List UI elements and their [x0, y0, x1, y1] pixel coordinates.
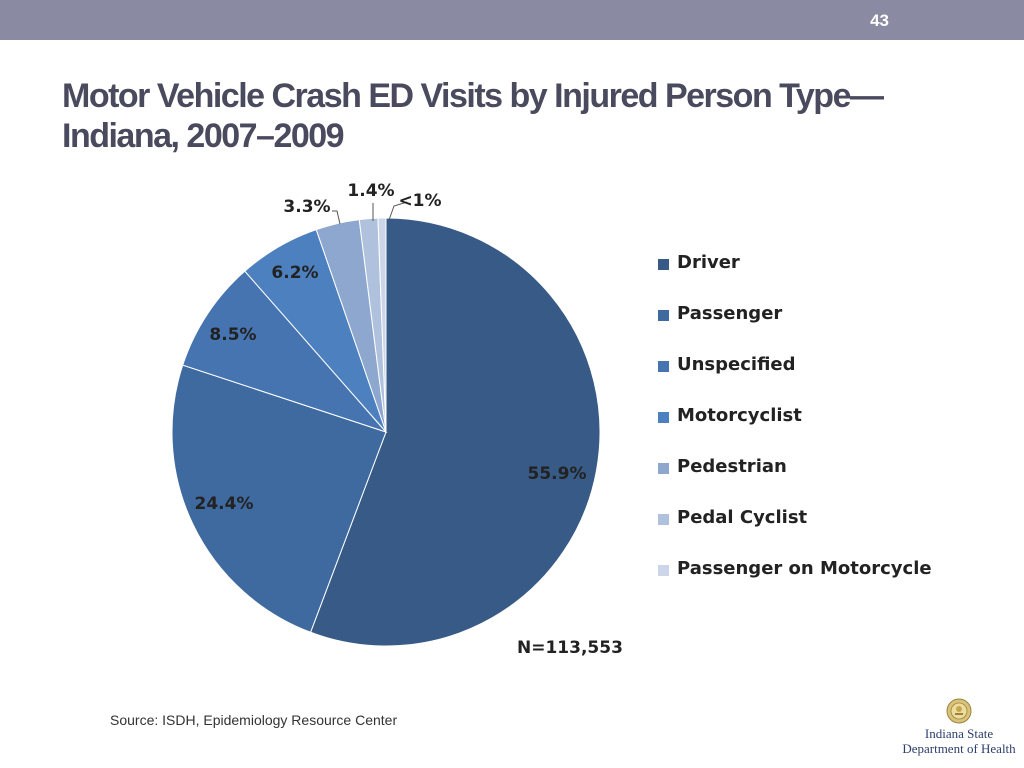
- legend-label: Pedal Cyclist: [677, 507, 808, 528]
- legend-label: Passenger on Motorcycle: [677, 558, 932, 579]
- legend-swatch: [658, 514, 669, 525]
- data-label-driver: 55.9%: [528, 464, 587, 484]
- legend-swatch: [658, 259, 669, 270]
- data-label-passenger-on-motorcycle: <1%: [398, 191, 441, 211]
- logo-text-line1: Indiana State: [924, 726, 994, 741]
- top-bar: 43: [0, 0, 1024, 40]
- legend-swatch: [658, 310, 669, 321]
- data-label-passenger: 24.4%: [195, 494, 254, 514]
- legend-label: Unspecified: [677, 354, 796, 375]
- pie-slice-passenger-on-motorcycle: [377, 217, 387, 433]
- legend-label: Driver: [677, 252, 740, 273]
- leader-line-pedestrian: [332, 210, 341, 225]
- data-label-motorcyclist: 6.2%: [271, 263, 318, 283]
- logo-text-line2: Department of Health: [902, 741, 1016, 756]
- isdh-logo: Indiana State Department of Health: [900, 698, 1018, 760]
- legend-label: Motorcyclist: [677, 405, 802, 426]
- data-label-unspecified: 8.5%: [209, 325, 256, 345]
- legend-swatch: [658, 565, 669, 576]
- pie-slice-passenger: [171, 364, 387, 633]
- source-note: Source: ISDH, Epidemiology Resource Cent…: [110, 712, 398, 728]
- page-number: 43: [870, 11, 889, 30]
- state-seal-icon: [946, 698, 972, 724]
- slide-title: Motor Vehicle Crash ED Visits by Injured…: [62, 77, 884, 155]
- legend-swatch: [658, 361, 669, 372]
- pie-slice-driver: [309, 217, 601, 647]
- legend-label: Passenger: [677, 303, 783, 324]
- data-label-pedal-cyclist: 1.4%: [347, 181, 394, 201]
- data-label-pedestrian: 3.3%: [283, 197, 330, 217]
- legend-label: Pedestrian: [677, 456, 787, 477]
- legend-swatch: [658, 412, 669, 423]
- sample-size-note: N=113,553: [517, 638, 623, 658]
- leader-line-passenger-on-motorcycle: [388, 201, 408, 221]
- pie-slice-unspecified: [182, 270, 388, 434]
- legend-swatch: [658, 463, 669, 474]
